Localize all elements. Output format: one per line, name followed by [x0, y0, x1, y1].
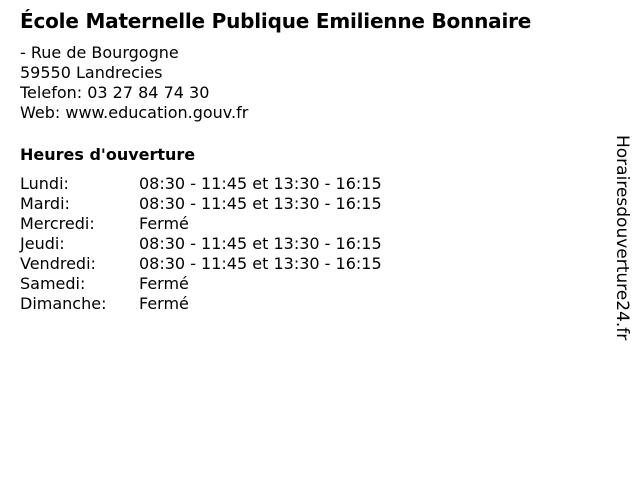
hours-row: Mardi: 08:30 - 11:45 et 13:30 - 16:15 [20, 194, 382, 214]
day-label: Lundi: [20, 174, 69, 193]
city: 59550 Landrecies [20, 63, 163, 82]
day-hours: 08:30 - 11:45 et 13:30 - 16:15 [139, 194, 382, 213]
page-title: École Maternelle Publique Emilienne Bonn… [20, 9, 532, 33]
day-label: Jeudi: [20, 234, 65, 253]
address-block: - Rue de Bourgogne 59550 Landrecies Tele… [20, 43, 248, 123]
day-hours: Fermé [139, 214, 189, 233]
hours-row: Lundi: 08:30 - 11:45 et 13:30 - 16:15 [20, 174, 382, 194]
day-hours: 08:30 - 11:45 et 13:30 - 16:15 [139, 174, 382, 193]
hours-row: Samedi: Fermé [20, 274, 382, 294]
day-hours: 08:30 - 11:45 et 13:30 - 16:15 [139, 254, 382, 273]
day-hours: Fermé [139, 294, 189, 313]
website: Web: www.education.gouv.fr [20, 103, 249, 122]
hours-table: Lundi: 08:30 - 11:45 et 13:30 - 16:15 Mar… [20, 174, 382, 314]
day-label: Vendredi: [20, 254, 96, 273]
day-label: Samedi: [20, 274, 86, 293]
phone: Telefon: 03 27 84 74 30 [20, 83, 210, 102]
day-label: Mardi: [20, 194, 70, 213]
street: - Rue de Bourgogne [20, 43, 179, 62]
site-watermark: Horairesdouverture24.fr [612, 135, 632, 341]
day-label: Mercredi: [20, 214, 95, 233]
hours-row: Mercredi: Fermé [20, 214, 382, 234]
day-hours: 08:30 - 11:45 et 13:30 - 16:15 [139, 234, 382, 253]
day-label: Dimanche: [20, 294, 107, 313]
day-hours: Fermé [139, 274, 189, 293]
hours-row: Jeudi: 08:30 - 11:45 et 13:30 - 16:15 [20, 234, 382, 254]
hours-row: Vendredi: 08:30 - 11:45 et 13:30 - 16:15 [20, 254, 382, 274]
hours-row: Dimanche: Fermé [20, 294, 382, 314]
hours-heading: Heures d'ouverture [20, 145, 196, 164]
